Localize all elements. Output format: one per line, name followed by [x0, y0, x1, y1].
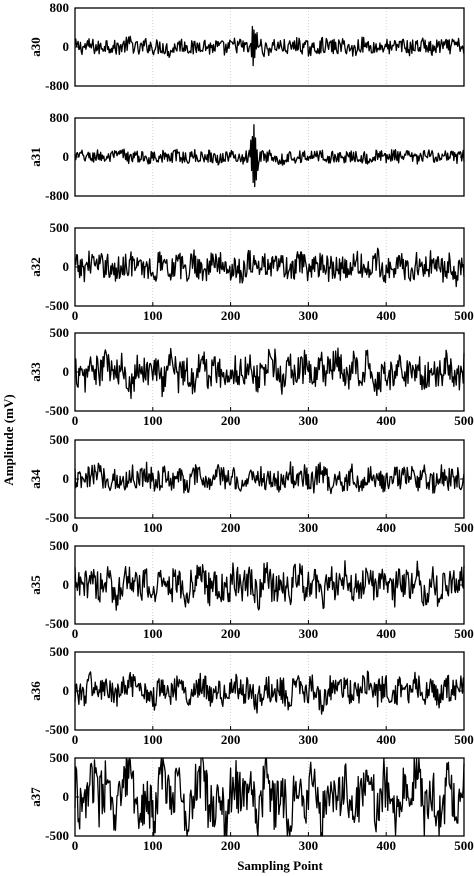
x-tick-label: 500 — [454, 520, 474, 535]
x-tick-label: 0 — [72, 732, 79, 747]
x-tick-label: 200 — [221, 838, 241, 853]
x-tick-label: 200 — [221, 626, 241, 641]
x-tick-label: 500 — [454, 413, 474, 428]
x-tick-label: 0 — [72, 520, 79, 535]
series-line-a34 — [74, 461, 465, 495]
panel-label-a36: a36 — [28, 681, 43, 701]
x-tick-label: 300 — [299, 520, 319, 535]
panel-label-a32: a32 — [28, 257, 43, 277]
y-tick-label: -500 — [45, 616, 69, 631]
panel-label-a37: a37 — [28, 787, 43, 807]
x-tick-label: 100 — [143, 626, 163, 641]
x-tick-label: 200 — [221, 308, 241, 323]
series-line-a31 — [74, 124, 465, 188]
y-tick-label: 500 — [50, 644, 70, 659]
y-tick-label: 500 — [50, 538, 70, 553]
y-tick-label: 500 — [50, 220, 70, 235]
x-tick-label: 200 — [221, 520, 241, 535]
x-tick-label: 400 — [376, 520, 396, 535]
y-axis-title: Amplitude (mV) — [1, 394, 16, 485]
y-tick-label: -500 — [45, 298, 69, 313]
y-tick-label: -500 — [45, 403, 69, 418]
series-line-a37 — [74, 757, 465, 837]
y-tick-label: 800 — [50, 0, 70, 15]
y-tick-label: 0 — [63, 364, 70, 379]
y-tick-label: 500 — [50, 432, 70, 447]
x-tick-label: 300 — [299, 626, 319, 641]
panel-a31: 800 0 -800 a31 — [28, 110, 465, 203]
x-tick-label: 300 — [299, 413, 319, 428]
x-tick-label: 400 — [376, 732, 396, 747]
x-tick-label: 300 — [299, 732, 319, 747]
x-tick-label: 200 — [221, 732, 241, 747]
y-tick-label: 500 — [50, 750, 70, 765]
x-tick-label: 500 — [454, 308, 474, 323]
x-tick-label: 0 — [72, 626, 79, 641]
x-tick-label: 300 — [299, 838, 319, 853]
x-tick-label: 500 — [454, 838, 474, 853]
y-tick-label: -500 — [45, 722, 69, 737]
x-tick-label: 100 — [143, 308, 163, 323]
x-tick-label: 0 — [72, 838, 79, 853]
y-tick-label: 800 — [50, 110, 70, 125]
series-line-a33 — [74, 347, 465, 400]
y-tick-label: -500 — [45, 828, 69, 843]
y-tick-label: -500 — [45, 510, 69, 525]
x-tick-label: 100 — [143, 838, 163, 853]
y-tick-label: 0 — [63, 39, 70, 54]
y-tick-label: 0 — [63, 789, 70, 804]
x-tick-label: 0 — [72, 308, 79, 323]
x-tick-label: 400 — [376, 308, 396, 323]
x-tick-label: 100 — [143, 732, 163, 747]
x-tick-label: 400 — [376, 413, 396, 428]
plot-frame — [74, 332, 465, 412]
x-tick-label: 500 — [454, 626, 474, 641]
panel-label-a31: a31 — [28, 147, 43, 167]
x-tick-label: 400 — [376, 626, 396, 641]
y-tick-label: 0 — [63, 259, 70, 274]
panel-label-a34: a34 — [28, 469, 43, 489]
x-axis-title: Sampling Point — [237, 858, 323, 873]
series-line-a36 — [74, 670, 465, 715]
series-line-a32 — [74, 247, 465, 288]
series-line-a35 — [74, 560, 465, 611]
y-tick-label: 0 — [63, 149, 70, 164]
y-tick-label: 500 — [50, 325, 70, 340]
x-tick-label: 100 — [143, 413, 163, 428]
y-tick-label: 0 — [63, 577, 70, 592]
y-tick-label: -800 — [45, 78, 69, 93]
x-tick-label: 100 — [143, 520, 163, 535]
x-tick-label: 300 — [299, 308, 319, 323]
y-tick-label: 0 — [63, 683, 70, 698]
y-tick-label: 0 — [63, 471, 70, 486]
x-tick-label: 0 — [72, 413, 79, 428]
panel-label-a33: a33 — [28, 362, 43, 382]
panel-label-a35: a35 — [28, 575, 43, 595]
x-tick-label: 200 — [221, 413, 241, 428]
y-tick-label: -800 — [45, 188, 69, 203]
x-tick-label: 400 — [376, 838, 396, 853]
panel-a30: 800 0 -800 a30 — [28, 0, 465, 93]
series-line-a30 — [74, 25, 465, 67]
panel-label-a30: a30 — [28, 37, 43, 57]
x-tick-label: 500 — [454, 732, 474, 747]
